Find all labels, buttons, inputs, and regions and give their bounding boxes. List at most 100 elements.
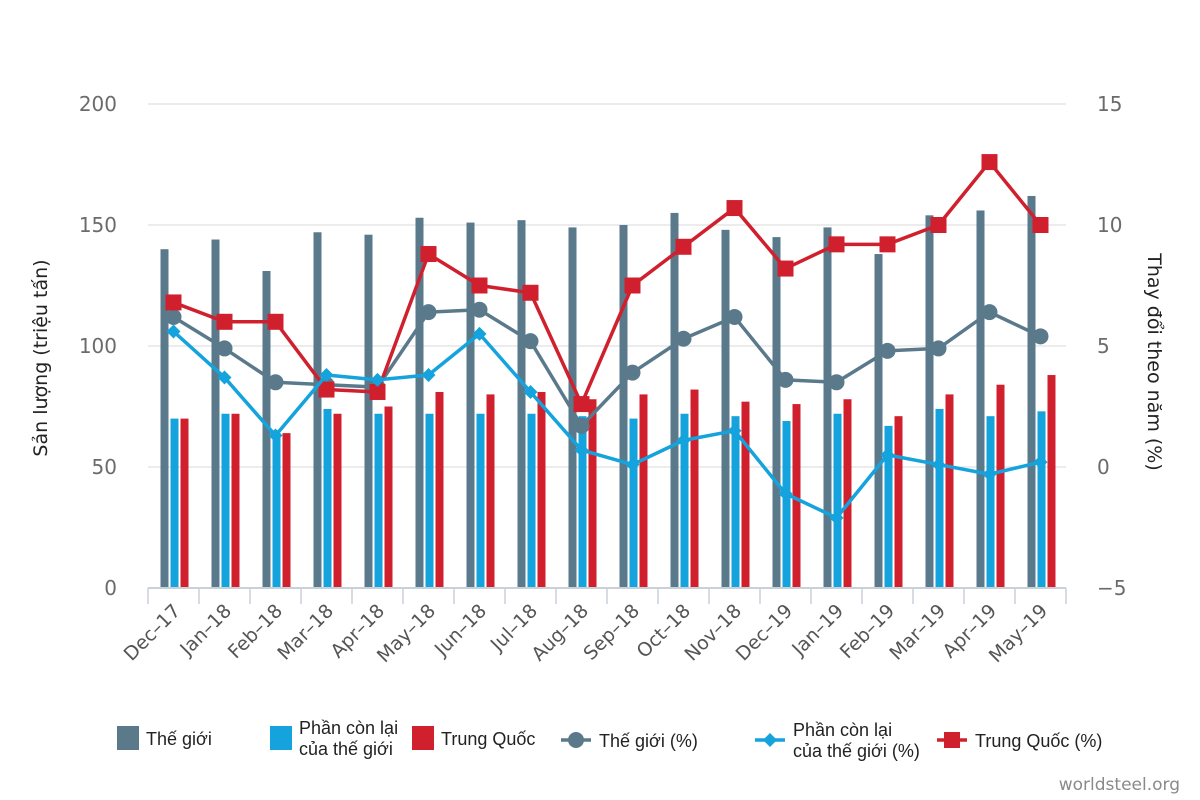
data-point	[318, 381, 335, 398]
data-point	[1033, 455, 1048, 470]
bar	[690, 389, 699, 588]
legend-label: Trung Quốc (%)	[975, 731, 1102, 751]
bar	[935, 408, 944, 588]
data-point	[165, 294, 182, 311]
data-point	[879, 342, 896, 359]
x-tick-label: Sep–18	[579, 600, 644, 665]
data-point	[726, 308, 743, 325]
bar	[731, 416, 740, 588]
series-line	[172, 307, 1042, 428]
bar	[833, 413, 842, 588]
bar	[435, 391, 444, 588]
bar	[476, 413, 485, 588]
legend-item: Thế giới	[117, 726, 212, 750]
data-point	[880, 447, 895, 462]
legend-item: Thế giới (%)	[561, 731, 698, 751]
legend-label: Thế giới (%)	[599, 731, 698, 751]
bar	[629, 418, 638, 588]
data-point	[319, 368, 334, 383]
y-axis-title-right: Thay đổi theo năm (%)	[1143, 252, 1165, 471]
data-point	[370, 372, 385, 387]
data-point	[675, 330, 692, 347]
legend-label: Phần còn lại	[299, 718, 398, 738]
series-line	[172, 160, 1042, 406]
data-point	[268, 428, 283, 443]
bar	[517, 220, 526, 588]
bar	[823, 227, 832, 589]
bar	[945, 394, 954, 588]
data-point	[624, 364, 641, 381]
x-tick-label: Nov–18	[680, 600, 746, 666]
y-tick-label-right: 5	[1097, 334, 1110, 358]
bar	[639, 394, 648, 588]
data-point	[522, 284, 539, 301]
bar	[680, 413, 689, 588]
data-point	[726, 200, 743, 217]
bar	[894, 416, 903, 588]
bar	[384, 406, 393, 588]
bar	[619, 225, 628, 588]
data-point	[828, 374, 845, 391]
bar	[670, 212, 679, 588]
bar	[231, 413, 240, 588]
bar	[986, 416, 995, 588]
data-point	[981, 154, 998, 171]
data-point	[675, 238, 692, 255]
legend-swatch	[117, 726, 139, 750]
legend-label: Trung Quốc	[441, 729, 535, 749]
data-point	[522, 333, 539, 350]
data-point	[420, 304, 437, 321]
y-tick-label-right: 0	[1097, 455, 1110, 479]
bar-series-group	[160, 195, 1056, 589]
data-point	[930, 340, 947, 357]
bar	[884, 425, 893, 588]
legend-marker	[763, 733, 777, 747]
data-point	[166, 324, 181, 339]
bar	[211, 239, 220, 588]
data-point	[982, 467, 997, 482]
bar	[333, 413, 342, 588]
bar	[160, 249, 169, 588]
y-tick-label-left: 150	[79, 213, 117, 237]
data-point	[573, 417, 590, 434]
y-tick-label-right: 10	[1097, 213, 1122, 237]
data-point	[523, 384, 538, 399]
data-point	[777, 371, 794, 388]
y-tick-label-right: 15	[1097, 92, 1122, 116]
data-point	[216, 340, 233, 357]
x-tick-label: Dec–19	[732, 600, 797, 665]
legend-marker	[568, 732, 584, 748]
bar	[772, 237, 781, 588]
bar	[741, 401, 750, 588]
watermark-text: worldsteel.org	[1059, 775, 1180, 795]
data-point	[931, 457, 946, 472]
y-tick-label-left: 50	[92, 455, 117, 479]
x-tick-label: Dec–17	[120, 600, 185, 665]
bar	[272, 433, 281, 588]
bar	[323, 408, 332, 588]
data-point	[471, 301, 488, 318]
bar	[415, 217, 424, 589]
bar	[578, 416, 587, 588]
data-point	[879, 236, 896, 253]
data-point	[624, 277, 641, 294]
legend-label: của thế giới	[299, 739, 393, 759]
bar	[374, 413, 383, 588]
bar	[874, 254, 883, 589]
bar	[721, 229, 730, 588]
data-point	[727, 423, 742, 438]
bar	[425, 413, 434, 588]
data-point	[981, 304, 998, 321]
data-point	[573, 396, 590, 413]
data-point	[267, 313, 284, 330]
x-tick-label: Aug–18	[527, 600, 593, 666]
data-point	[420, 246, 437, 263]
line-series-group	[165, 154, 1049, 525]
bar	[976, 210, 985, 589]
bar	[1047, 375, 1056, 588]
bar	[996, 384, 1005, 588]
y-axis-title-left: Sản lượng (triệu tấn)	[30, 259, 52, 456]
